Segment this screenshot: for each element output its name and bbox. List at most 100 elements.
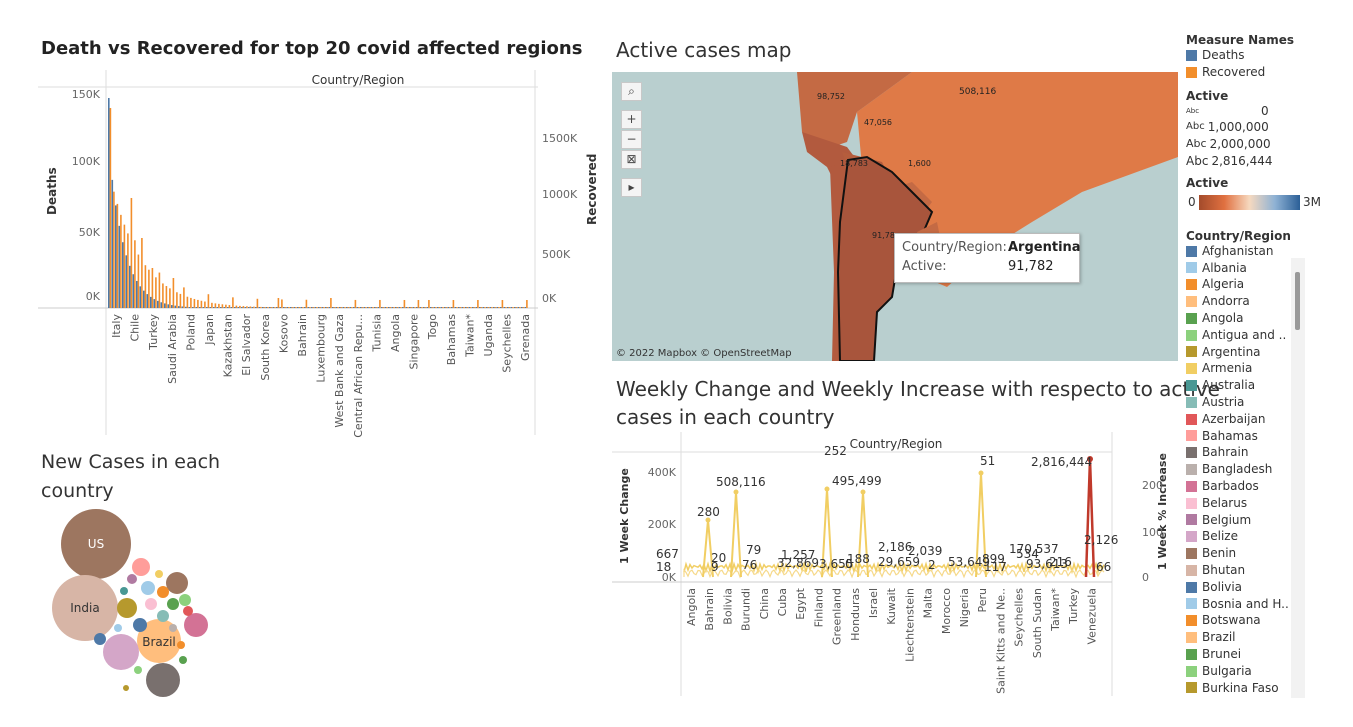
death-bar[interactable] [136,280,138,308]
death-bar[interactable] [262,307,264,308]
recovered-bar[interactable] [235,305,238,308]
map-select-button[interactable]: ⊠ [621,150,642,169]
legend-country-item[interactable]: Bulgaria [1186,663,1290,680]
death-bar[interactable] [206,307,208,308]
death-bar[interactable] [468,307,471,308]
spike-point[interactable] [978,470,984,476]
death-bar[interactable] [489,307,492,308]
bubble-belgium[interactable] [127,574,137,584]
death-bar[interactable] [167,304,170,308]
legend-measure-recovered[interactable]: Recovered [1186,64,1346,81]
bubble-botswana[interactable] [177,641,185,649]
bubble-australia[interactable] [120,587,128,595]
legend-country-item[interactable]: Belarus [1186,495,1290,512]
death-bar[interactable] [507,307,509,308]
death-bar[interactable] [150,296,152,308]
death-bar[interactable] [374,307,376,308]
recovered-bar[interactable] [498,307,500,308]
death-bar[interactable] [307,307,310,308]
recovered-bar[interactable] [232,297,234,308]
recovered-bar[interactable] [466,307,469,308]
recovered-bar[interactable] [137,254,140,308]
legend-measure-deaths[interactable]: Deaths [1186,47,1346,64]
death-bar[interactable] [234,307,236,308]
death-bar[interactable] [416,307,418,308]
death-bar[interactable] [360,307,362,308]
death-bar[interactable] [279,307,282,308]
legend-country-item[interactable]: Albania [1186,260,1290,277]
death-bar[interactable] [129,265,131,308]
death-bar[interactable] [486,307,488,308]
recovered-bar[interactable] [151,268,154,308]
death-bar[interactable] [521,307,523,308]
recovered-bar[interactable] [130,198,133,308]
legend-country-item[interactable]: Algeria [1186,276,1290,293]
recovered-bar[interactable] [141,238,143,308]
bubble-bangladesh[interactable] [169,624,177,632]
death-bar[interactable] [363,307,366,308]
death-bar[interactable] [139,286,142,308]
recovered-bar[interactable] [162,283,164,308]
recovered-bar[interactable] [452,299,455,308]
death-bar[interactable] [325,307,327,308]
legend-country-item[interactable]: Botswana [1186,612,1290,629]
death-bar[interactable] [188,307,191,308]
recovered-bar[interactable] [298,307,301,308]
recovered-bar[interactable] [228,305,231,308]
death-bar[interactable] [524,307,527,308]
map-zoom-out-button[interactable]: − [621,130,642,149]
recovered-bar[interactable] [333,307,336,308]
death-bar[interactable] [199,307,201,308]
death-bar[interactable] [132,274,135,308]
recovered-bar[interactable] [190,297,192,308]
recovered-bar[interactable] [263,307,266,308]
recovered-bar[interactable] [480,307,483,308]
recovered-bar[interactable] [281,299,283,308]
recovered-bar[interactable] [158,272,161,308]
recovered-bar[interactable] [291,307,294,308]
recovered-bar[interactable] [421,307,423,308]
death-bar[interactable] [185,306,187,308]
death-bar[interactable] [433,307,436,308]
death-bar[interactable] [171,305,173,308]
recovered-bar[interactable] [414,307,416,308]
legend-country-item[interactable]: Brunei [1186,646,1290,663]
recovered-bar[interactable] [253,306,255,308]
recovered-bar[interactable] [148,269,150,308]
recovered-bar[interactable] [403,299,406,308]
death-bar[interactable] [125,255,128,308]
recovered-bar[interactable] [256,298,259,308]
recovered-bar[interactable] [183,287,185,308]
recovered-bar[interactable] [109,108,112,308]
recovered-bar[interactable] [515,307,518,308]
recovered-bar[interactable] [379,299,381,308]
recovered-bar[interactable] [165,286,168,308]
death-bar[interactable] [227,307,229,308]
bubble-angola[interactable] [167,598,179,610]
death-bar[interactable] [377,307,380,308]
death-bar[interactable] [216,307,219,308]
death-bar[interactable] [143,290,145,308]
death-bar[interactable] [370,307,373,308]
recovered-bar[interactable] [340,307,343,308]
recovered-bar[interactable] [358,307,360,308]
death-bar[interactable] [430,307,432,308]
recovered-bar[interactable] [197,299,199,308]
legend-country-item[interactable]: Bolivia [1186,579,1290,596]
recovered-bar[interactable] [368,307,371,308]
recovered-bar[interactable] [372,307,374,308]
death-bar[interactable] [493,307,495,308]
recovered-bar[interactable] [242,306,245,308]
recovered-bar[interactable] [470,307,472,308]
death-bar[interactable] [164,303,166,308]
region-north[interactable] [797,72,912,152]
death-bar[interactable] [482,307,485,308]
death-bar[interactable] [412,307,415,308]
death-bar[interactable] [342,307,345,308]
death-bar[interactable] [356,307,359,308]
recovered-bar[interactable] [431,307,434,308]
legend-country-item[interactable]: Burkina Faso [1186,680,1290,697]
death-bar[interactable] [146,294,149,308]
recovered-bar[interactable] [463,307,465,308]
death-bar[interactable] [192,307,194,308]
